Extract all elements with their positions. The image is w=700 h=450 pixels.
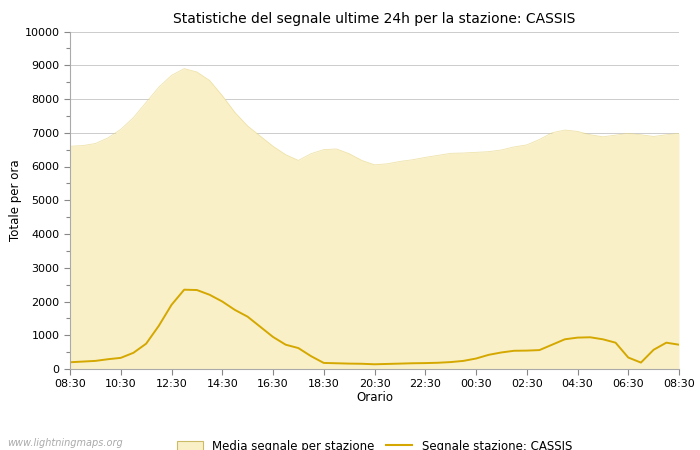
Y-axis label: Totale per ora: Totale per ora — [9, 159, 22, 241]
X-axis label: Orario: Orario — [356, 391, 393, 404]
Text: www.lightningmaps.org: www.lightningmaps.org — [7, 438, 122, 448]
Title: Statistiche del segnale ultime 24h per la stazione: CASSIS: Statistiche del segnale ultime 24h per l… — [174, 12, 575, 26]
Legend: Media segnale per stazione, Segnale stazione: CASSIS: Media segnale per stazione, Segnale staz… — [172, 435, 577, 450]
